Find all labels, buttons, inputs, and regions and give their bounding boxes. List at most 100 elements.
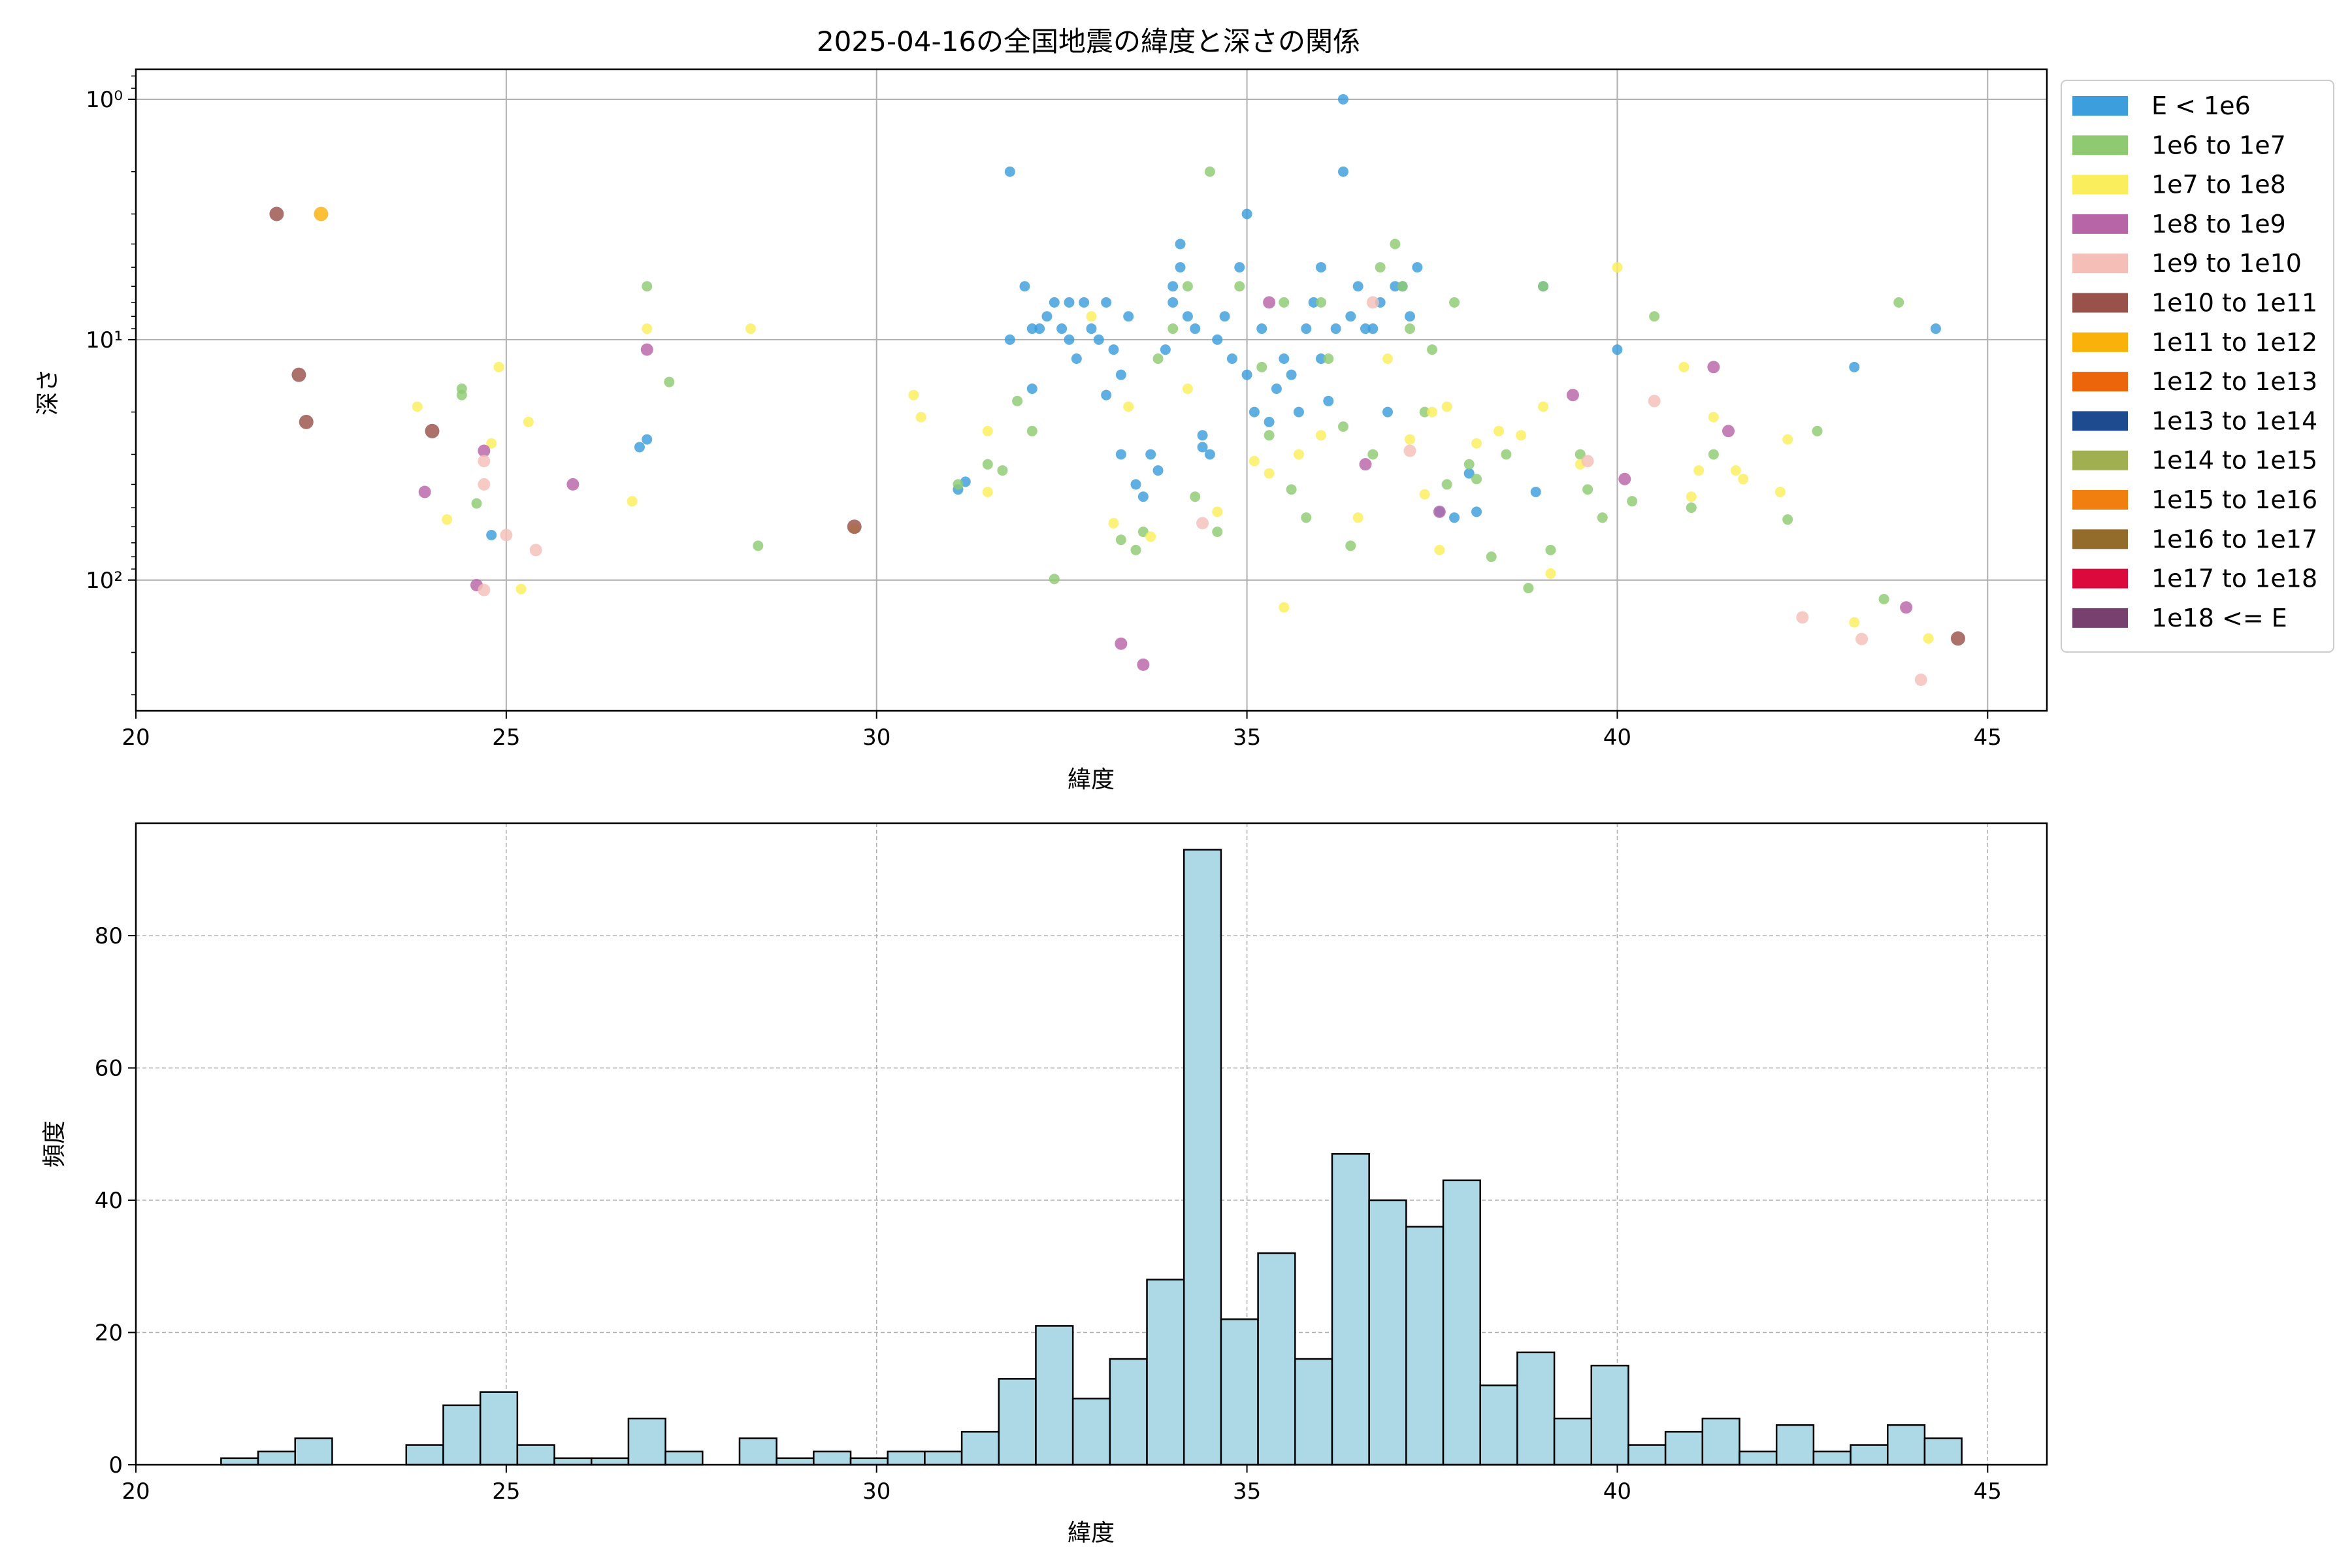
scatter-point [1471,506,1482,517]
scatter-point [1301,512,1312,523]
histogram-x-tick-label: 30 [862,1478,890,1505]
histogram-frame [135,822,2048,1466]
scatter-point [1686,491,1697,502]
scatter-point [1152,353,1164,365]
scatter-point [1249,406,1260,417]
histogram-x-tick-label: 40 [1603,1478,1631,1505]
scatter-point [291,367,306,382]
scatter-point [1538,401,1549,412]
scatter-point [1026,425,1037,436]
histogram-bar [1887,1424,1926,1466]
scatter-point [1782,434,1793,445]
scatter-point [1108,517,1119,529]
scatter-point [1405,323,1415,335]
legend-entry-label: 1e14 to 1e15 [2151,446,2317,475]
scatter-point [1419,406,1430,417]
scatter-point [1693,465,1705,476]
scatter-point [1419,489,1430,500]
scatter-point [412,401,423,412]
histogram-y-axis-label: 頻度 [41,1120,68,1168]
scatter-point [1360,323,1371,335]
scatter-point [1337,166,1348,177]
scatter-point [1530,486,1541,497]
scatter-point [1566,389,1579,402]
scatter-y-tick-label: 10⁰ [86,87,123,113]
scatter-point [1264,468,1275,479]
scatter-point [1182,311,1193,322]
legend-entry-label: 1e9 to 1e10 [2151,249,2302,278]
histogram-bar [553,1457,593,1466]
scatter-point [1101,389,1112,400]
scatter-point [1212,334,1223,345]
scatter-point [1071,353,1082,365]
legend-entry-label: 1e8 to 1e9 [2151,210,2286,238]
histogram-bar [1627,1444,1667,1466]
scatter-point [1190,323,1201,335]
scatter-point [1686,502,1697,514]
scatter-point [1249,455,1260,466]
scatter-point [664,376,675,387]
scatter-point [1315,430,1326,441]
histogram-bar [257,1450,297,1466]
scatter-point [1390,281,1401,292]
legend-swatch [2072,608,2128,628]
scatter-point [1241,208,1252,220]
scatter-point [1219,311,1230,322]
scatter-point [1101,297,1112,308]
scatter-x-tick-label: 25 [492,725,520,751]
scatter-point [1914,674,1927,687]
scatter-point [1130,544,1141,555]
scatter-point [456,389,467,400]
scatter-point [1581,455,1594,468]
scatter-point [1279,353,1290,365]
scatter-point [1449,297,1460,308]
scatter-point [1323,395,1334,406]
legend-swatch [2072,450,2128,470]
scatter-point [478,583,491,596]
scatter-point [1627,496,1638,507]
scatter-point [1796,611,1809,624]
histogram-bar [1701,1417,1740,1466]
scatter-point [1397,281,1408,292]
scatter-point [1375,262,1386,273]
scatter-point [1950,631,1965,646]
scatter-point [1263,296,1276,309]
histogram-bar [1109,1358,1148,1466]
scatter-point [1168,281,1179,292]
scatter-point [1049,297,1060,308]
scatter-x-tick-label: 20 [122,725,150,751]
scatter-point [1175,238,1186,250]
histogram-bar [998,1378,1037,1466]
histogram-y-tick-label: 0 [108,1452,123,1478]
scatter-point [1115,637,1128,650]
scatter-point [1137,526,1149,537]
scatter-point [915,412,926,423]
scatter-point [1612,344,1623,355]
histogram-bar [1516,1351,1556,1466]
scatter-y-tick-label: 10² [86,568,123,594]
chart-title: 2025-04-16の全国地震の緯度と深さの関係 [817,25,1360,57]
scatter-point [1241,369,1252,380]
histogram-x-ticks: 20 25 30 35 40 45 [122,1465,2002,1505]
legend-swatch [2072,96,2128,116]
scatter-point [1130,479,1141,490]
scatter-point [1145,531,1156,542]
histogram-bar [479,1391,519,1466]
legend-entry-label: E < 1e6 [2151,91,2251,120]
scatter-point [1463,459,1475,470]
scatter-point [1064,297,1075,308]
scatter-point [1064,334,1075,345]
legend-swatch [2072,490,2128,510]
scatter-point [1160,344,1171,355]
scatter-point [269,206,284,221]
scatter-point [1137,491,1149,502]
scatter-point [982,486,993,497]
scatter-point [1449,512,1460,523]
scatter-point [1345,540,1356,551]
legend-swatch [2072,253,2128,274]
scatter-point [1026,383,1037,394]
histogram-bar [960,1431,1000,1466]
histogram-bar [1812,1450,1852,1466]
scatter-point [1026,323,1037,335]
